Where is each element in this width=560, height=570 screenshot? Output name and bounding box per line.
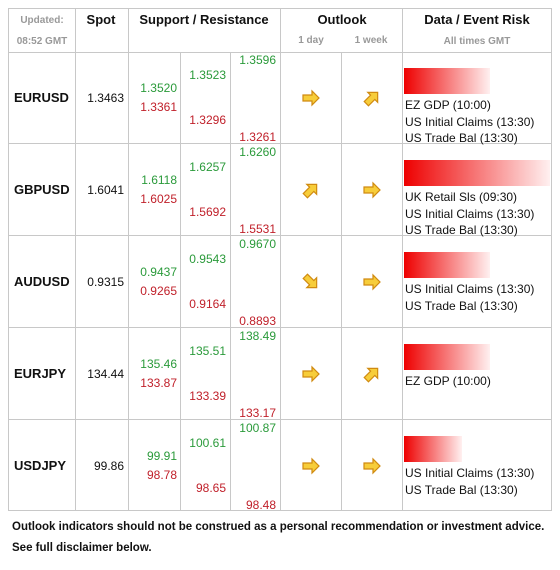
- resistance-1: 135.46: [140, 357, 177, 371]
- pair: EURUSD: [14, 90, 69, 105]
- event: US Trade Bal (13:30): [405, 223, 518, 237]
- event: US Initial Claims (13:30): [405, 282, 535, 296]
- resistance-3: 100.87: [239, 421, 276, 435]
- resistance-2: 135.51: [189, 344, 226, 358]
- outlook-arrow: [302, 365, 320, 383]
- pair: GBPUSD: [14, 182, 70, 197]
- support-2: 0.9164: [189, 297, 226, 311]
- spot: 99.86: [93, 459, 124, 473]
- disclaimer: Outlook indicators should not be constru…: [12, 521, 545, 533]
- updated-label: Updated:: [20, 15, 64, 26]
- support-3: 1.5531: [239, 222, 276, 236]
- resistance-2: 1.3523: [189, 68, 226, 82]
- update-time: 08:52 GMT: [16, 36, 68, 47]
- outlook-arrow: [302, 89, 320, 107]
- spot: 134.44: [87, 367, 124, 381]
- event: US Trade Bal (13:30): [405, 482, 518, 497]
- support-2: 133.39: [189, 389, 226, 403]
- resistance-2: 100.61: [189, 436, 226, 450]
- resistance-1: 99.91: [146, 449, 177, 463]
- pair: USDJPY: [14, 458, 67, 473]
- resistance-3: 1.3596: [239, 53, 276, 67]
- resistance-3: 138.49: [239, 329, 276, 343]
- spot-header: Spot: [86, 12, 116, 27]
- support-2: 98.65: [195, 481, 226, 495]
- outlook-arrow: [363, 367, 379, 383]
- outlook-arrow: [363, 273, 381, 291]
- event: US Initial Claims (13:30): [405, 206, 535, 221]
- spot: 0.9315: [87, 275, 124, 289]
- event: US Initial Claims (13:30): [405, 466, 535, 480]
- event: UK Retail Sls (09:30): [405, 190, 518, 204]
- pair: EURJPY: [14, 366, 67, 381]
- event-header: Data / Event Risk: [424, 12, 530, 27]
- resistance-3: 0.9670: [239, 237, 276, 251]
- sr-header: Support / Resistance: [139, 12, 269, 27]
- event-risk-bar: [404, 160, 550, 186]
- support-3: 1.3261: [239, 130, 276, 144]
- event-risk-bar: [404, 68, 490, 94]
- support-1: 1.6025: [140, 192, 177, 206]
- support-2: 1.3296: [189, 113, 226, 127]
- support-1: 0.9265: [140, 284, 177, 298]
- pair: AUDUSD: [14, 274, 70, 289]
- resistance-3: 1.6260: [239, 145, 276, 159]
- outlook-arrow: [363, 181, 381, 199]
- resistance-1: 1.6118: [141, 173, 177, 187]
- resistance-2: 1.6257: [189, 160, 226, 174]
- week-header: 1 week: [354, 35, 388, 46]
- support-3: 133.17: [239, 406, 276, 420]
- event-risk-bar: [404, 436, 462, 462]
- event-risk-bar: [404, 252, 490, 278]
- event: EZ GDP (10:00): [405, 98, 491, 112]
- spot: 1.3463: [87, 91, 124, 105]
- event: EZ GDP (10:00): [405, 374, 491, 388]
- disclaimer-link: See full disclaimer below.: [12, 542, 152, 554]
- resistance-1: 0.9437: [140, 265, 177, 279]
- event: US Initial Claims (13:30): [405, 114, 535, 129]
- support-1: 98.78: [146, 468, 177, 482]
- outlook-arrow: [302, 273, 318, 289]
- support-3: 98.48: [245, 498, 276, 512]
- event-risk-bar: [404, 344, 490, 370]
- event: US Trade Bal (13:30): [405, 298, 518, 313]
- support-2: 1.5692: [189, 205, 226, 219]
- resistance-2: 0.9543: [189, 252, 226, 266]
- outlook-header: Outlook: [317, 12, 367, 27]
- support-3: 0.8893: [239, 314, 276, 328]
- outlook-arrow: [302, 457, 320, 475]
- spot: 1.6041: [87, 183, 124, 197]
- times-header: All times GMT: [443, 36, 511, 47]
- support-1: 1.3361: [140, 100, 177, 114]
- outlook-arrow: [363, 91, 379, 107]
- event: US Trade Bal (13:30): [405, 131, 518, 145]
- outlook-arrow: [363, 457, 381, 475]
- day-header: 1 day: [298, 35, 324, 46]
- support-1: 133.87: [140, 376, 177, 390]
- outlook-arrow: [302, 183, 318, 199]
- resistance-1: 1.3520: [140, 81, 177, 95]
